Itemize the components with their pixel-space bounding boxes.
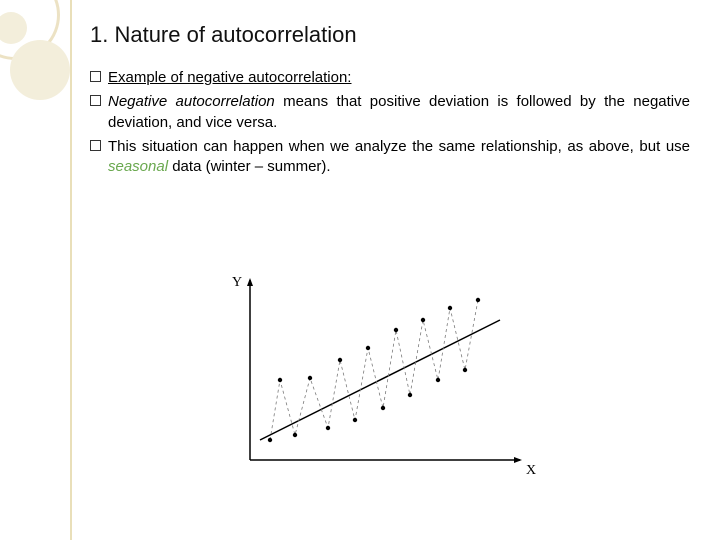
decor-dot-large-icon [10,40,70,100]
bullet-2: Negative autocorrelation means that posi… [90,92,690,133]
bullet-box-icon [90,71,101,82]
bullet-1: Example of negative autocorrelation: [90,68,690,88]
scatter-chart: YX [210,260,550,500]
bullet-3-pre: This situation can happen when we analyz… [108,138,690,155]
slide: 1. Nature of autocorrelation Example of … [0,0,720,540]
svg-text:Y: Y [232,275,242,290]
chart-svg: YX [210,260,550,500]
bullet-2-italic: Negative autocorrelation [108,93,275,110]
body-text: Example of negative autocorrelation: Neg… [90,68,690,181]
bullet-box-icon [90,140,101,151]
bullet-3-text: This situation can happen when we analyz… [108,137,690,178]
bullet-3: This situation can happen when we analyz… [90,137,690,178]
bullet-3-seasonal: seasonal [108,158,168,175]
bullet-box-icon [90,95,101,106]
page-title: 1. Nature of autocorrelation [90,22,357,48]
svg-text:X: X [526,463,536,478]
bullet-1-text: Example of negative autocorrelation: [108,68,690,88]
bullet-3-post: data (winter – summer). [168,158,331,175]
bullet-2-text: Negative autocorrelation means that posi… [108,92,690,133]
